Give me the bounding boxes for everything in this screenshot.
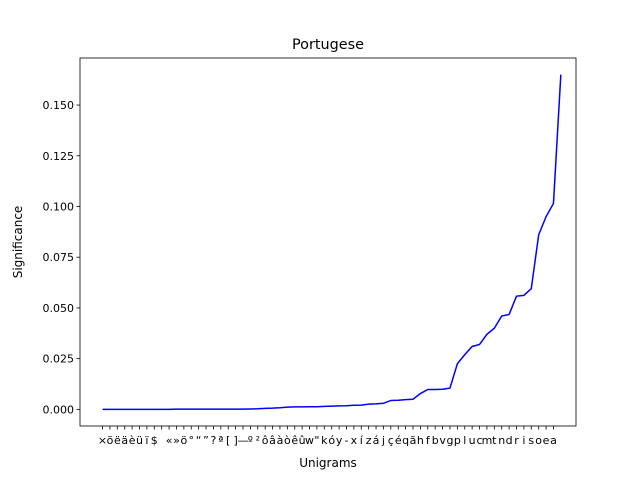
x-tick-label: e bbox=[543, 434, 550, 447]
x-tick-label: “ bbox=[196, 434, 202, 447]
y-axis-label: Significance bbox=[11, 206, 25, 279]
x-tick-label: à bbox=[277, 434, 284, 447]
x-tick-label: o bbox=[535, 434, 542, 447]
x-tick-label: ö bbox=[180, 434, 187, 447]
x-tick-label: p bbox=[454, 434, 461, 447]
x-tick-label: º bbox=[248, 434, 253, 447]
x-tick-label: ª bbox=[218, 434, 223, 447]
x-tick-label: v bbox=[439, 434, 446, 447]
y-tick-label: 0.025 bbox=[43, 353, 75, 366]
x-tick-label: ? bbox=[211, 434, 217, 447]
x-tick-label: q bbox=[402, 434, 409, 447]
x-tick-label: j bbox=[381, 434, 385, 447]
x-tick-label: s bbox=[528, 434, 534, 447]
x-tick-label: g bbox=[446, 434, 453, 447]
x-tick-label: » bbox=[173, 434, 180, 447]
chart-title: Portugese bbox=[292, 37, 364, 53]
x-tick-label: f bbox=[426, 434, 431, 447]
x-tick-label: ² bbox=[256, 434, 260, 447]
y-tick-label: 0.125 bbox=[43, 150, 75, 163]
x-tick-label: â bbox=[269, 434, 276, 447]
x-tick-label: ” bbox=[203, 434, 209, 447]
x-tick-label: t bbox=[492, 434, 497, 447]
x-tick-label: ê bbox=[291, 434, 298, 447]
x-tick-label: è bbox=[129, 434, 136, 447]
x-tick-label: w bbox=[305, 434, 314, 447]
x-tick-label: [ bbox=[226, 434, 230, 447]
data-line bbox=[102, 74, 562, 411]
x-tick-label: ã bbox=[410, 434, 417, 447]
x-tick-label: h bbox=[417, 434, 424, 447]
x-tick-label: d bbox=[506, 434, 513, 447]
x-tick-label: n bbox=[498, 434, 505, 447]
x-tick-label: $ bbox=[151, 434, 158, 447]
x-tick-label: k bbox=[321, 434, 328, 447]
y-tick-label: 0.100 bbox=[43, 200, 75, 213]
x-tick-label: z bbox=[366, 434, 372, 447]
x-tick-label: u bbox=[469, 434, 476, 447]
x-tick-label: ç bbox=[388, 434, 394, 447]
x-tick-label: ä bbox=[121, 434, 128, 447]
x-tick-label: ë bbox=[114, 434, 121, 447]
x-tick-label: ó bbox=[328, 434, 335, 447]
x-tick-label: a bbox=[550, 434, 557, 447]
x-tick-label: é bbox=[395, 434, 402, 447]
x-tick-label: m bbox=[482, 434, 493, 447]
x-tick-label: ï bbox=[144, 434, 149, 447]
x-tick-label: r bbox=[514, 434, 519, 447]
y-tick-label: 0.150 bbox=[43, 99, 75, 112]
x-tick-label: ô bbox=[262, 434, 269, 447]
x-tick-label: c bbox=[477, 434, 483, 447]
x-tick-label: « bbox=[166, 434, 173, 447]
x-tick-label: û bbox=[299, 434, 306, 447]
x-tick-label: l bbox=[463, 434, 466, 447]
x-tick-label: i bbox=[522, 434, 525, 447]
x-tick-label: ] bbox=[233, 434, 237, 447]
x-tick-label: í bbox=[360, 434, 364, 447]
x-axis-label: Unigrams bbox=[299, 456, 357, 470]
x-tick-label: y bbox=[336, 434, 343, 447]
x-tick-label: ° bbox=[188, 434, 194, 447]
x-tick-label: á bbox=[373, 434, 380, 447]
x-tick-label: x bbox=[351, 434, 358, 447]
x-tick-label: ò bbox=[284, 434, 291, 447]
x-tick-label: × bbox=[98, 434, 107, 447]
y-tick-label: 0.075 bbox=[43, 251, 75, 264]
x-tick-label: - bbox=[344, 434, 348, 447]
y-tick-label: 0.000 bbox=[43, 403, 75, 416]
plot-frame bbox=[79, 57, 577, 427]
x-tick-label: ü bbox=[136, 434, 143, 447]
x-tick-label: õ bbox=[107, 434, 114, 447]
x-tick-label: — bbox=[237, 434, 248, 447]
x-tick-label: " bbox=[314, 434, 319, 447]
x-tick-label: b bbox=[432, 434, 439, 447]
y-tick-label: 0.050 bbox=[43, 302, 75, 315]
